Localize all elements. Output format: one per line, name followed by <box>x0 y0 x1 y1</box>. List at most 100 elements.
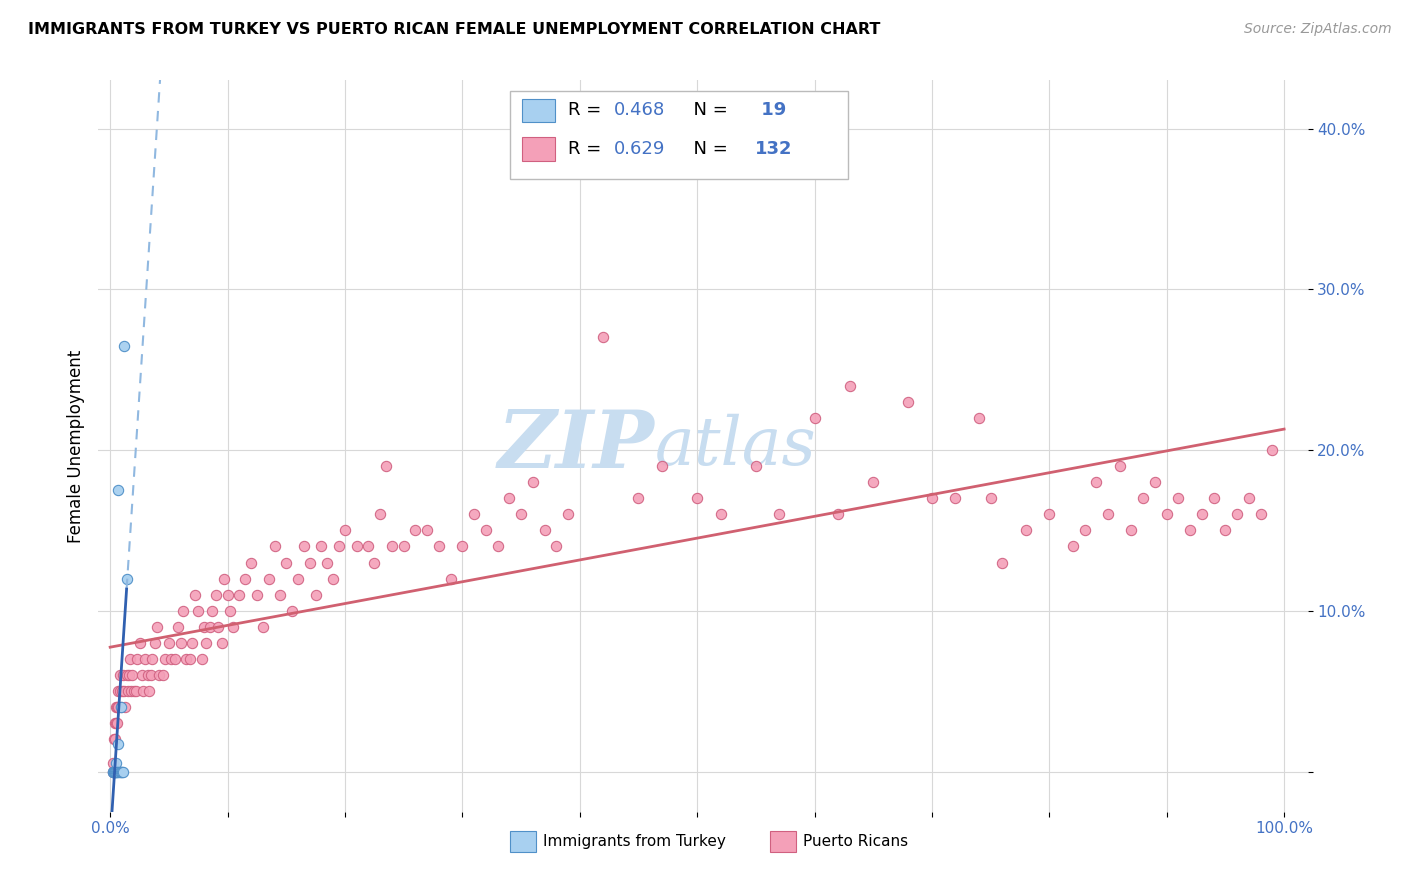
Point <box>103 764 125 779</box>
Text: ZIP: ZIP <box>498 408 655 484</box>
Point <box>176 652 198 666</box>
Point <box>117 684 139 698</box>
Point <box>1215 524 1237 538</box>
Point <box>110 764 132 779</box>
Point <box>120 652 142 666</box>
Point <box>287 572 309 586</box>
Point <box>105 716 128 731</box>
Point <box>416 524 439 538</box>
Point <box>346 540 368 554</box>
Point <box>510 508 533 522</box>
Point <box>136 668 159 682</box>
Point <box>105 764 128 779</box>
Point <box>112 338 135 352</box>
Point <box>195 636 218 650</box>
Point <box>101 764 124 779</box>
Point <box>112 684 135 698</box>
Point <box>592 330 614 344</box>
Point <box>375 459 398 474</box>
Point <box>167 620 190 634</box>
Point <box>592 137 614 152</box>
Point <box>404 524 426 538</box>
Point <box>1202 491 1225 506</box>
Point <box>546 540 568 554</box>
Point <box>281 604 304 618</box>
Point <box>1180 524 1202 538</box>
Point <box>157 636 180 650</box>
Point <box>211 636 233 650</box>
Point <box>316 556 339 570</box>
Point <box>1156 508 1178 522</box>
Point <box>322 572 344 586</box>
Point <box>246 588 269 602</box>
Point <box>121 668 143 682</box>
Point <box>768 508 790 522</box>
Point <box>257 572 280 586</box>
Point <box>138 684 160 698</box>
Point <box>1143 475 1166 490</box>
Point <box>451 540 474 554</box>
Point <box>897 394 920 409</box>
Point <box>104 732 127 747</box>
Point <box>112 764 135 779</box>
Point <box>108 764 131 779</box>
Point <box>148 668 170 682</box>
Text: 0.468: 0.468 <box>613 102 665 120</box>
Point <box>463 508 485 522</box>
Point <box>141 652 163 666</box>
Point <box>193 620 215 634</box>
Bar <box>769 831 796 852</box>
Text: R =: R = <box>568 102 606 120</box>
Point <box>328 540 350 554</box>
Point <box>132 684 155 698</box>
Point <box>101 756 124 771</box>
Bar <box>522 99 555 122</box>
Point <box>110 700 132 714</box>
Point <box>111 764 134 779</box>
Text: N =: N = <box>682 102 734 120</box>
Point <box>107 764 129 779</box>
Point <box>233 572 256 586</box>
Point <box>104 764 127 779</box>
Point <box>155 652 177 666</box>
Point <box>212 572 235 586</box>
Point <box>381 540 404 554</box>
Point <box>710 508 733 522</box>
Point <box>1073 524 1095 538</box>
Point <box>292 540 315 554</box>
Point <box>107 483 129 498</box>
Point <box>486 540 509 554</box>
Point <box>252 620 274 634</box>
Point <box>1097 508 1119 522</box>
Point <box>1191 508 1213 522</box>
Point <box>862 475 884 490</box>
Point <box>101 764 124 779</box>
Point <box>686 491 709 506</box>
Point <box>169 636 191 650</box>
Text: Puerto Ricans: Puerto Ricans <box>803 834 908 849</box>
Point <box>945 491 967 506</box>
Point <box>222 620 245 634</box>
Point <box>217 588 239 602</box>
Text: R =: R = <box>568 140 606 158</box>
Point <box>1167 491 1189 506</box>
Text: 19: 19 <box>755 102 786 120</box>
Point <box>439 572 461 586</box>
Point <box>104 716 127 731</box>
Point <box>125 684 148 698</box>
Point <box>967 410 990 425</box>
FancyBboxPatch shape <box>509 91 848 179</box>
Y-axis label: Female Unemployment: Female Unemployment <box>66 350 84 542</box>
Point <box>115 572 138 586</box>
Point <box>152 668 174 682</box>
Point <box>498 491 520 506</box>
Point <box>101 764 124 779</box>
Point <box>107 737 129 751</box>
Point <box>1132 491 1154 506</box>
Point <box>368 508 391 522</box>
Point <box>179 652 201 666</box>
Point <box>160 652 183 666</box>
Point <box>105 764 128 779</box>
Point <box>105 700 128 714</box>
Point <box>1250 508 1272 522</box>
